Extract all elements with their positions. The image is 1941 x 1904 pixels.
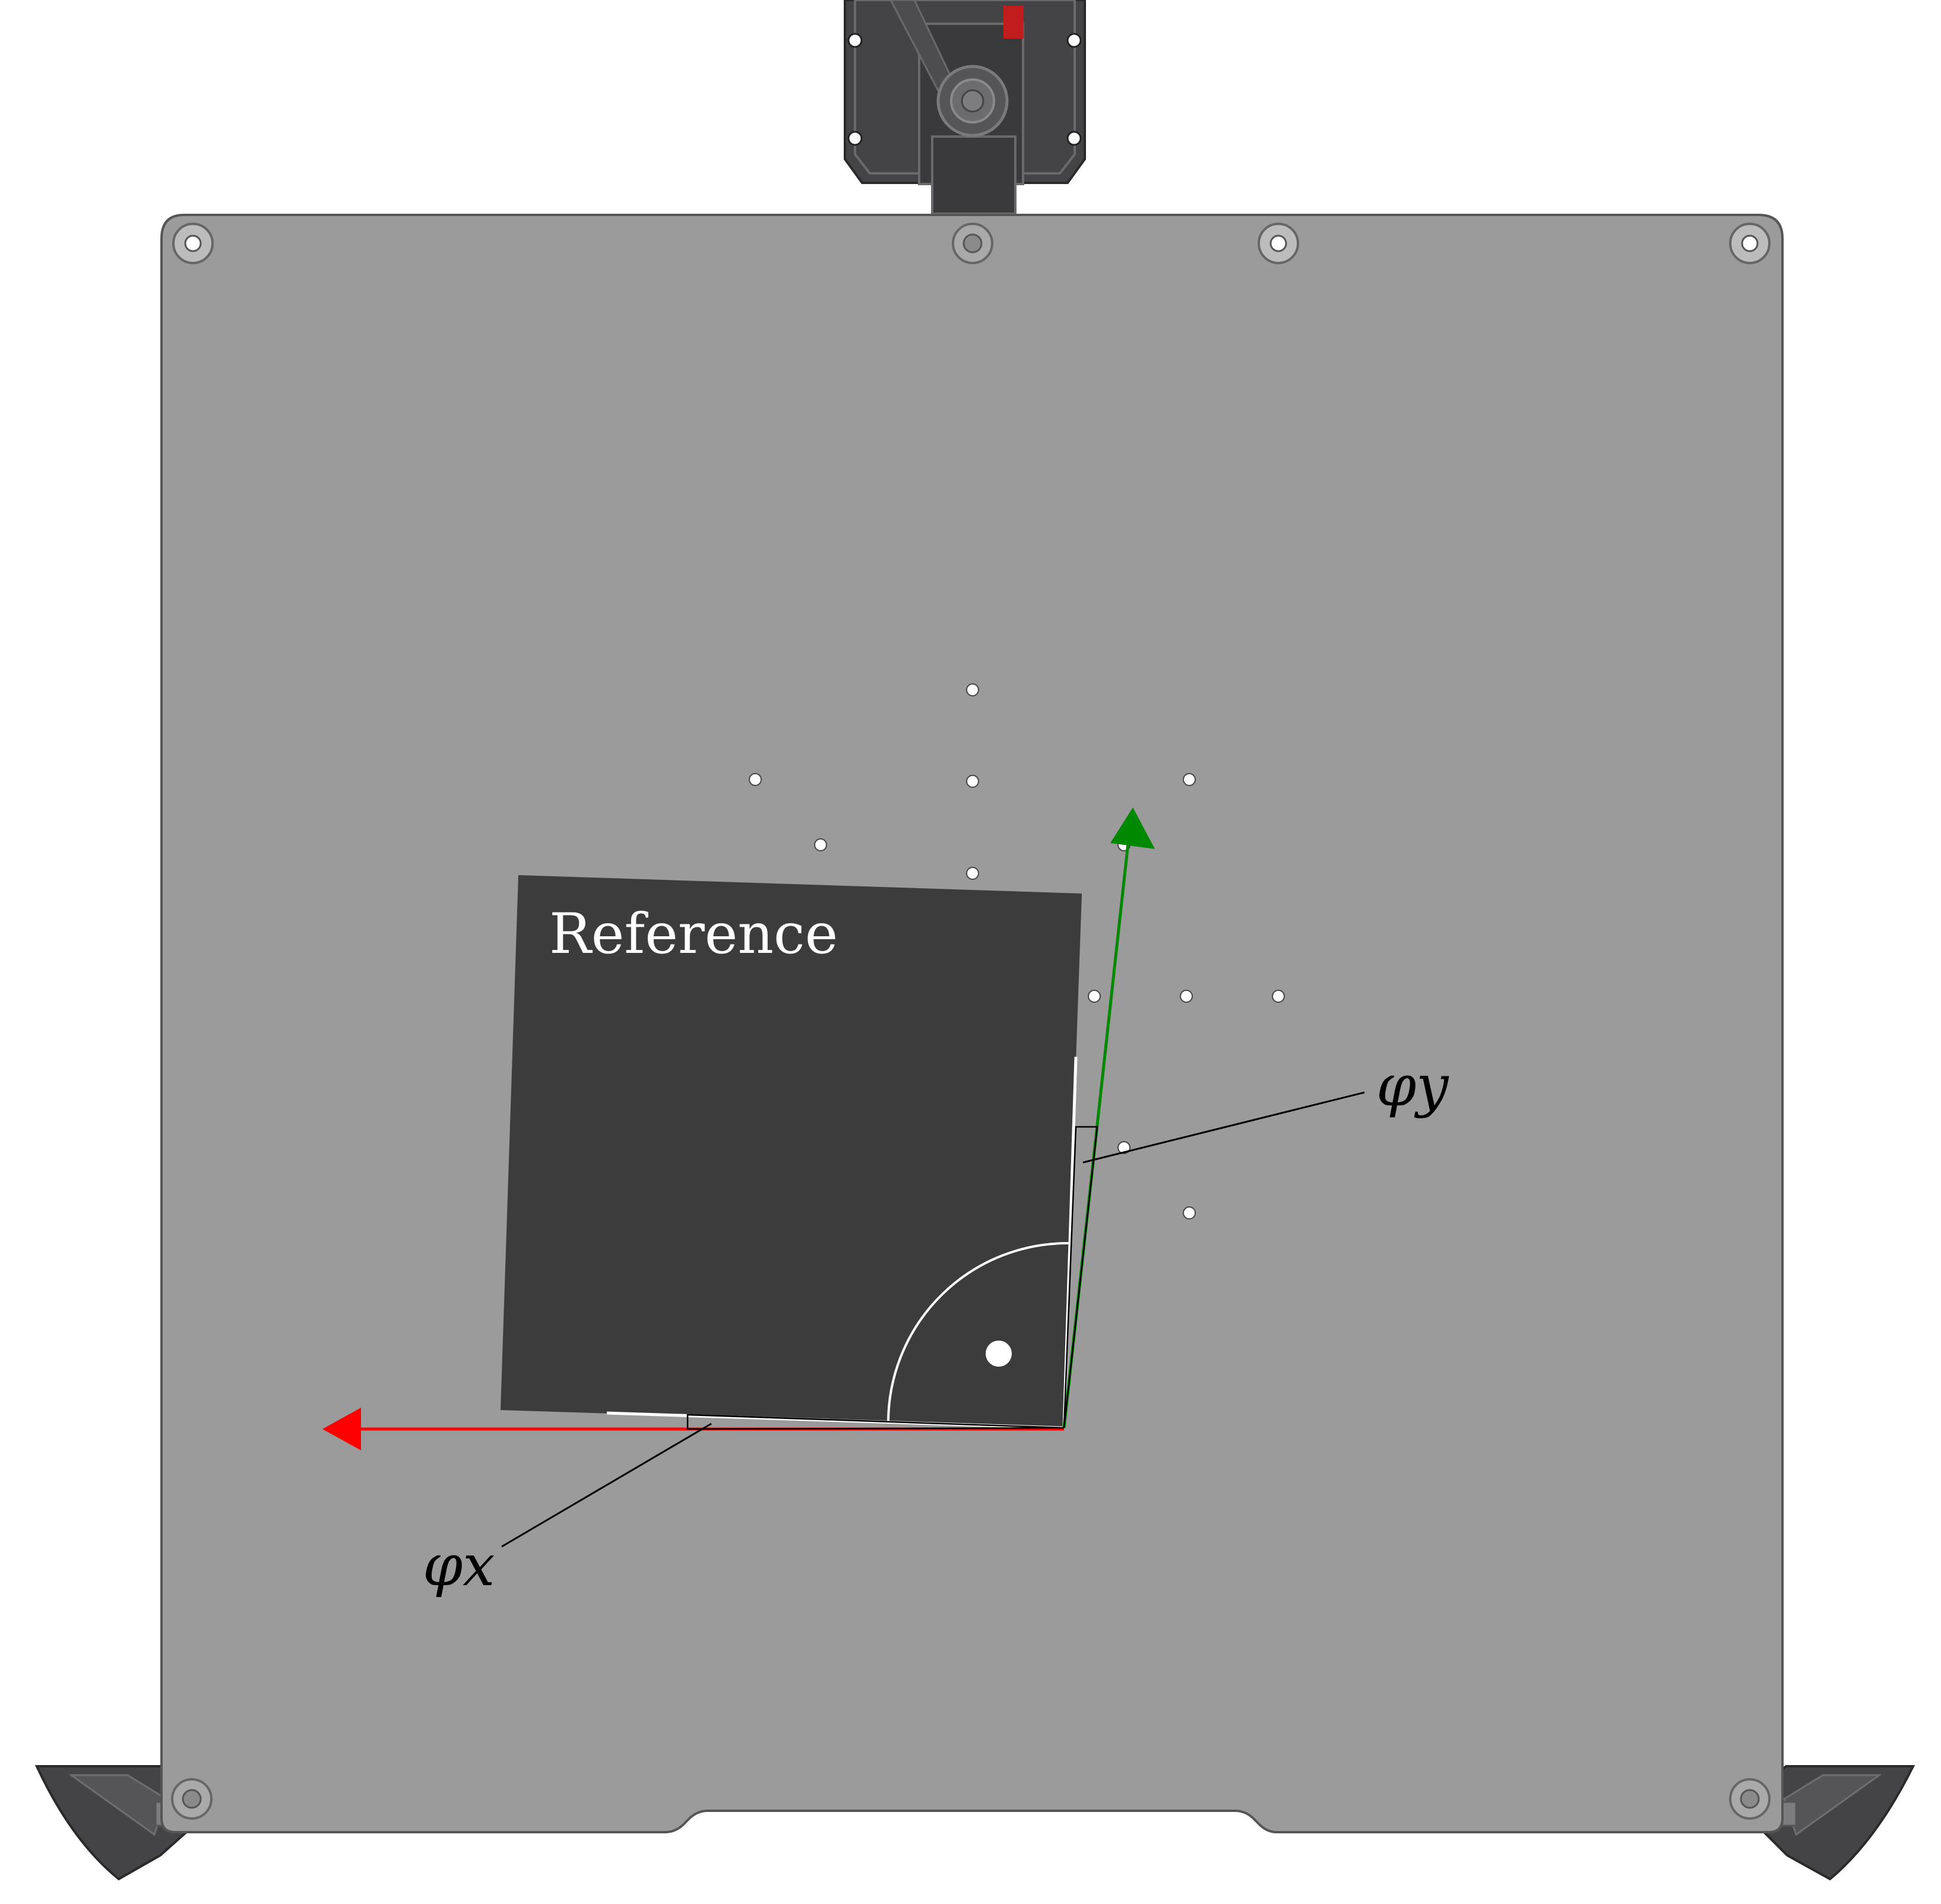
phi-y-leader	[1082, 1091, 1365, 1164]
bed-screws	[171, 223, 1771, 1820]
y-axis-arrowhead	[1110, 807, 1155, 849]
probe-point-marker	[814, 838, 827, 851]
probe-point-marker	[1183, 773, 1196, 786]
screw-icon	[1729, 223, 1771, 264]
probe-point-marker	[749, 773, 762, 786]
probe-point-marker	[966, 683, 979, 696]
probe-point-marker	[1180, 990, 1193, 1003]
probe-point-marker	[1183, 1206, 1196, 1219]
reference-label: Reference	[549, 902, 838, 967]
probe-point-marker	[966, 867, 979, 880]
phi-x-wedge	[686, 1414, 1065, 1430]
phi-y-label: φy	[1376, 1053, 1449, 1119]
screw-icon	[952, 223, 993, 264]
phi-x-label: φx	[423, 1532, 495, 1599]
probe-point-marker	[1088, 990, 1101, 1003]
x-axis-arrowhead	[322, 1408, 361, 1450]
screw-icon	[1729, 1778, 1771, 1820]
probe-point-marker	[966, 775, 979, 788]
print-head-carriage-icon	[844, 0, 1086, 215]
probe-point-marker	[1117, 1141, 1131, 1154]
phi-y-wedge	[1063, 1126, 1098, 1428]
probe-point-marker	[1272, 990, 1285, 1003]
screw-icon	[171, 1778, 213, 1820]
probe-point-markers	[749, 683, 1285, 1219]
screw-icon	[1258, 223, 1299, 264]
reference-plate	[501, 875, 1082, 1428]
screw-icon	[172, 223, 214, 264]
phi-x-leader	[501, 1423, 712, 1548]
right-angle-arc	[887, 1241, 1069, 1423]
right-angle-dot	[986, 1341, 1012, 1367]
